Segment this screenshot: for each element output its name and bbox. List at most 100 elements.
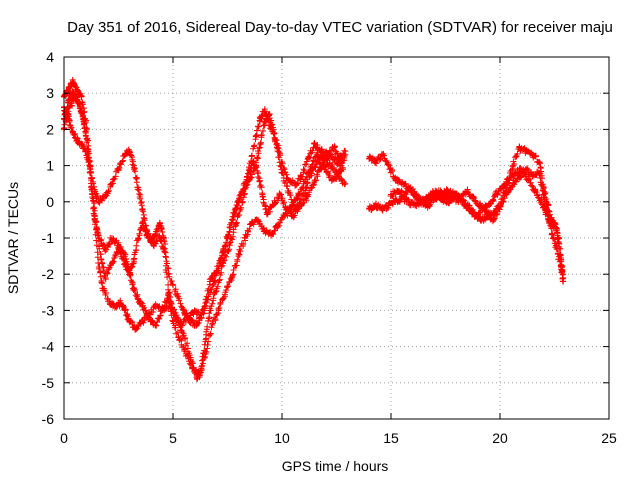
data-point xyxy=(102,245,109,252)
data-point xyxy=(285,187,292,194)
x-tick-label: 20 xyxy=(492,430,508,446)
x-tick-label: 10 xyxy=(274,430,290,446)
data-point xyxy=(547,216,554,223)
data-point xyxy=(228,274,235,281)
data-point xyxy=(65,108,72,115)
data-point xyxy=(523,148,530,155)
data-point xyxy=(342,151,349,158)
data-point xyxy=(516,173,523,180)
data-point xyxy=(178,321,185,328)
data-point xyxy=(115,245,122,252)
data-point xyxy=(551,220,558,227)
data-point xyxy=(122,260,129,267)
data-point xyxy=(71,93,78,100)
data-point xyxy=(518,166,525,173)
data-point xyxy=(139,318,146,325)
data-point xyxy=(152,303,159,310)
data-point xyxy=(257,115,264,122)
series-track-7 xyxy=(387,165,566,274)
data-points xyxy=(60,76,567,383)
data-point xyxy=(93,224,100,231)
data-point xyxy=(257,140,264,147)
data-point xyxy=(222,289,229,296)
data-point xyxy=(477,216,484,223)
data-point xyxy=(420,198,427,205)
data-point xyxy=(89,191,96,198)
data-point xyxy=(78,93,85,100)
series-track-3 xyxy=(61,88,347,381)
data-point xyxy=(139,220,146,227)
data-point xyxy=(126,148,133,155)
data-point xyxy=(213,285,220,292)
data-point xyxy=(379,151,386,158)
data-point xyxy=(102,191,109,198)
data-point xyxy=(80,115,87,122)
marker-cloud xyxy=(366,143,566,282)
chart-title: Day 351 of 2016, Sidereal Day-to-day VTE… xyxy=(67,19,613,36)
data-point xyxy=(132,325,139,332)
y-tick-label: 0 xyxy=(46,194,54,210)
data-point xyxy=(510,162,517,169)
data-point xyxy=(263,209,270,216)
series-track-4 xyxy=(60,92,349,329)
data-point xyxy=(490,209,497,216)
data-point xyxy=(84,148,91,155)
data-point xyxy=(385,162,392,169)
data-point xyxy=(220,249,227,256)
data-point xyxy=(333,169,340,176)
data-point xyxy=(497,202,503,209)
data-point xyxy=(425,202,432,209)
data-point xyxy=(536,169,543,176)
data-point xyxy=(466,206,473,213)
data-point xyxy=(294,195,301,202)
data-point xyxy=(285,177,292,184)
y-tick-label: -2 xyxy=(42,266,55,282)
data-point xyxy=(433,187,440,194)
data-point xyxy=(122,307,129,314)
data-point xyxy=(388,191,394,198)
data-point xyxy=(74,137,81,144)
data-point xyxy=(130,285,137,292)
data-point xyxy=(215,307,222,314)
x-tick-label: 5 xyxy=(169,430,177,446)
data-point xyxy=(126,318,133,325)
data-point xyxy=(74,86,81,93)
grid xyxy=(64,57,609,419)
data-point xyxy=(146,314,153,321)
data-point xyxy=(279,169,285,176)
data-point xyxy=(446,195,453,202)
data-point xyxy=(69,79,76,86)
data-point xyxy=(499,184,506,191)
data-point xyxy=(326,162,333,169)
data-point xyxy=(176,336,183,343)
data-point xyxy=(135,184,142,191)
data-point xyxy=(379,206,386,213)
data-point xyxy=(246,177,253,184)
data-point xyxy=(307,166,314,173)
data-point xyxy=(313,151,320,158)
data-point xyxy=(542,209,549,216)
data-point xyxy=(479,206,486,213)
y-tick-label: 2 xyxy=(46,121,54,137)
data-point xyxy=(148,238,155,245)
data-point xyxy=(117,300,124,307)
data-point xyxy=(531,187,538,194)
data-point xyxy=(100,285,107,292)
data-point xyxy=(392,177,399,184)
data-point xyxy=(241,235,248,241)
data-point xyxy=(113,303,120,310)
data-point xyxy=(414,195,421,202)
data-point xyxy=(235,253,242,260)
y-axis-label: SDTVAR / TECUs xyxy=(5,182,21,294)
data-point xyxy=(174,292,181,299)
data-point xyxy=(492,191,499,198)
x-tick-label: 15 xyxy=(383,430,399,446)
data-point xyxy=(108,180,115,187)
y-tick-label: -1 xyxy=(42,230,55,246)
data-point xyxy=(289,213,296,220)
data-point xyxy=(274,148,281,155)
data-point xyxy=(180,332,187,339)
data-point xyxy=(366,206,373,213)
data-point xyxy=(512,169,519,176)
x-axis-label: GPS time / hours xyxy=(282,458,389,474)
